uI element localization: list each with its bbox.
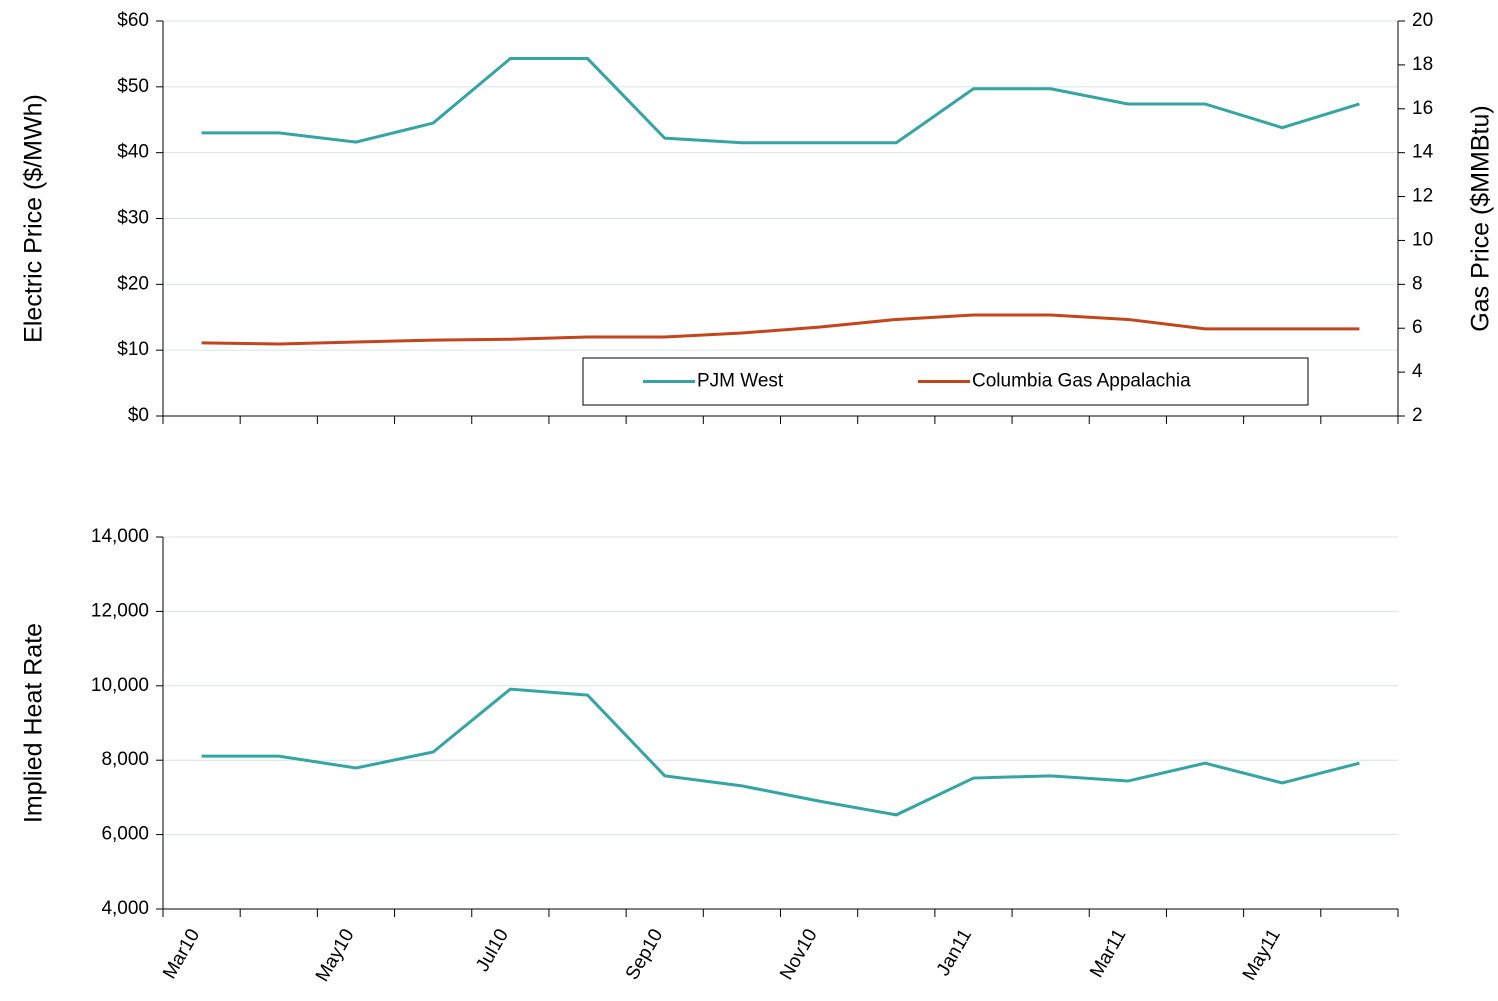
y-tick-label: $0 [128, 405, 149, 426]
y-axis-title: Electric Price ($/MWh) [20, 94, 48, 343]
y2-tick-label: 14 [1412, 142, 1434, 163]
y-tick-label: $10 [117, 339, 149, 360]
y-tick-label: 6,000 [101, 824, 149, 845]
x-tick-label: Mar11 [1086, 926, 1130, 982]
y-tick-label: 12,000 [91, 600, 149, 621]
x-tick-label: May11 [1239, 926, 1285, 985]
y-tick-label: $20 [117, 273, 149, 294]
y-tick-label: $60 [117, 10, 149, 31]
y-tick-label: $40 [117, 142, 149, 163]
y2-tick-label: 4 [1412, 361, 1423, 382]
y2-tick-label: 18 [1412, 54, 1433, 75]
y2-axis-title: Gas Price ($MMBtu) [1467, 105, 1495, 331]
y2-tick-label: 20 [1412, 10, 1433, 31]
line-series [201, 57, 1360, 145]
y2-tick-label: 12 [1412, 186, 1433, 207]
line-series [201, 313, 1360, 346]
legend-label: PJM West [697, 371, 784, 392]
line-series [201, 687, 1360, 817]
x-tick-label: Jan11 [933, 926, 976, 980]
x-tick-label: Mar10 [159, 926, 204, 983]
x-tick-label: Sep10 [622, 926, 668, 984]
y-tick-label: 10,000 [91, 675, 149, 696]
legend-label: Columbia Gas Appalachia [972, 371, 1191, 392]
y2-tick-label: 6 [1412, 317, 1423, 338]
x-tick-label: Jul10 [472, 926, 513, 976]
y-tick-label: 4,000 [101, 898, 149, 919]
y2-tick-label: 16 [1412, 98, 1433, 119]
y2-tick-label: 8 [1412, 273, 1423, 294]
y2-tick-label: 10 [1412, 229, 1433, 250]
y-tick-label: 8,000 [101, 749, 149, 770]
y-tick-label: $30 [117, 208, 149, 229]
x-tick-label: Nov10 [776, 926, 822, 984]
y-axis-title: Implied Heat Rate [20, 623, 48, 823]
y2-tick-label: 2 [1412, 405, 1423, 426]
y-tick-label: $50 [117, 76, 149, 97]
x-tick-label: May10 [312, 926, 359, 986]
y-tick-label: 14,000 [91, 526, 149, 547]
